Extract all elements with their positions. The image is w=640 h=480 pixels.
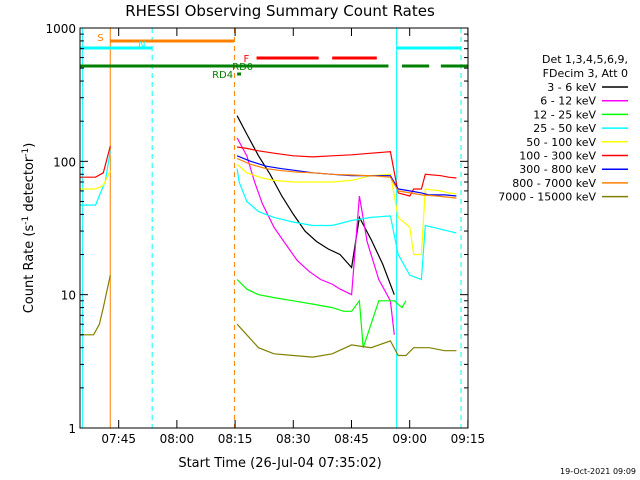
footer-timestamp: 19-Oct-2021 09:09 — [560, 467, 636, 476]
legend-label-6-12-kev: 6 - 12 keV — [540, 95, 596, 108]
y-label-mid: detector — [22, 156, 37, 216]
legend-header-line-2: FDecim 3, Att 0 — [543, 67, 628, 80]
y-label-end: ) — [22, 143, 37, 148]
legend-label-3-6-kev: 3 - 6 keV — [547, 81, 596, 94]
series-line-100-300-kev — [237, 146, 457, 197]
y-axis-label: Count Rate (s-1 detector-1) — [21, 143, 37, 314]
series-line-3-6-kev — [236, 115, 395, 295]
y-tick-label-100: 100 — [53, 155, 76, 169]
plot-frame — [79, 27, 469, 429]
legend-label-25-50-kev: 25 - 50 keV — [533, 122, 596, 135]
legend-label-50-100-kev: 50 - 100 keV — [526, 136, 596, 149]
x-tick-label-08-30: 08:30 — [276, 432, 311, 446]
tick-layer: 07:45 08:00 08:15 08:30 08:45 09:00 09:15 1 10 10… — [45, 22, 485, 446]
series-line-25-50-kev-a — [80, 150, 111, 206]
legend-label-800-7000-kev: 800 - 7000 keV — [512, 177, 596, 190]
series-line-100-300-kev-a — [80, 145, 111, 178]
flag-label-rd0: RD0 — [232, 62, 253, 73]
chart-title: RHESSI Observing Summary Count Rates — [125, 2, 435, 20]
y-label-main: Count Rate (s — [22, 225, 37, 314]
series-line-7000-15000-kev — [236, 323, 457, 358]
series-line-12-25-kev — [236, 279, 407, 348]
flag-label-n: N — [138, 40, 145, 51]
flag-label-f: F — [244, 54, 250, 65]
legend-label-300-800-kev: 300 - 800 keV — [519, 163, 596, 176]
series-line-7000-15000-kev-a — [80, 275, 111, 336]
legend-label-7000-15000-kev: 7000 - 15000 keV — [498, 191, 596, 204]
x-axis-label: Start Time (26-Jul-04 07:35:02) — [178, 456, 381, 471]
y-tick-label-10: 10 — [61, 289, 76, 303]
series-layer — [80, 115, 457, 358]
flag-label-s: S — [97, 33, 103, 44]
x-tick-label-08-15: 08:15 — [218, 432, 253, 446]
series-line-300-800-kev — [236, 155, 457, 197]
x-tick-label-07-45: 07:45 — [101, 432, 136, 446]
series-line-50-100-kev-a — [80, 170, 111, 190]
marker-layer — [81, 28, 462, 428]
x-tick-label-09-00: 09:00 — [392, 432, 427, 446]
x-tick-label-09-15: 09:15 — [451, 432, 486, 446]
x-tick-label-08-45: 08:45 — [334, 432, 369, 446]
y-label-sup-2: -1 — [21, 148, 31, 157]
x-tick-label-08-00: 08:00 — [160, 432, 195, 446]
series-line-50-100-kev — [236, 163, 457, 256]
y-tick-label-1000: 1000 — [45, 22, 76, 36]
legend: Det 1,3,4,5,6,9, FDecim 3, Att 0 3 - 6 k… — [498, 53, 628, 204]
series-line-25-50-kev — [236, 168, 457, 281]
series-line-800-7000-kev — [236, 157, 457, 199]
legend-label-12-25-kev: 12 - 25 keV — [533, 108, 596, 121]
y-tick-label-1: 1 — [68, 422, 76, 436]
y-label-sup-1: -1 — [21, 216, 31, 225]
flag-label-rd4: RD4 — [212, 70, 233, 81]
legend-label-100-300-kev: 100 - 300 keV — [519, 150, 596, 163]
series-line-6-12-kev — [236, 137, 395, 335]
legend-header-line-1: Det 1,3,4,5,6,9, — [542, 53, 628, 66]
